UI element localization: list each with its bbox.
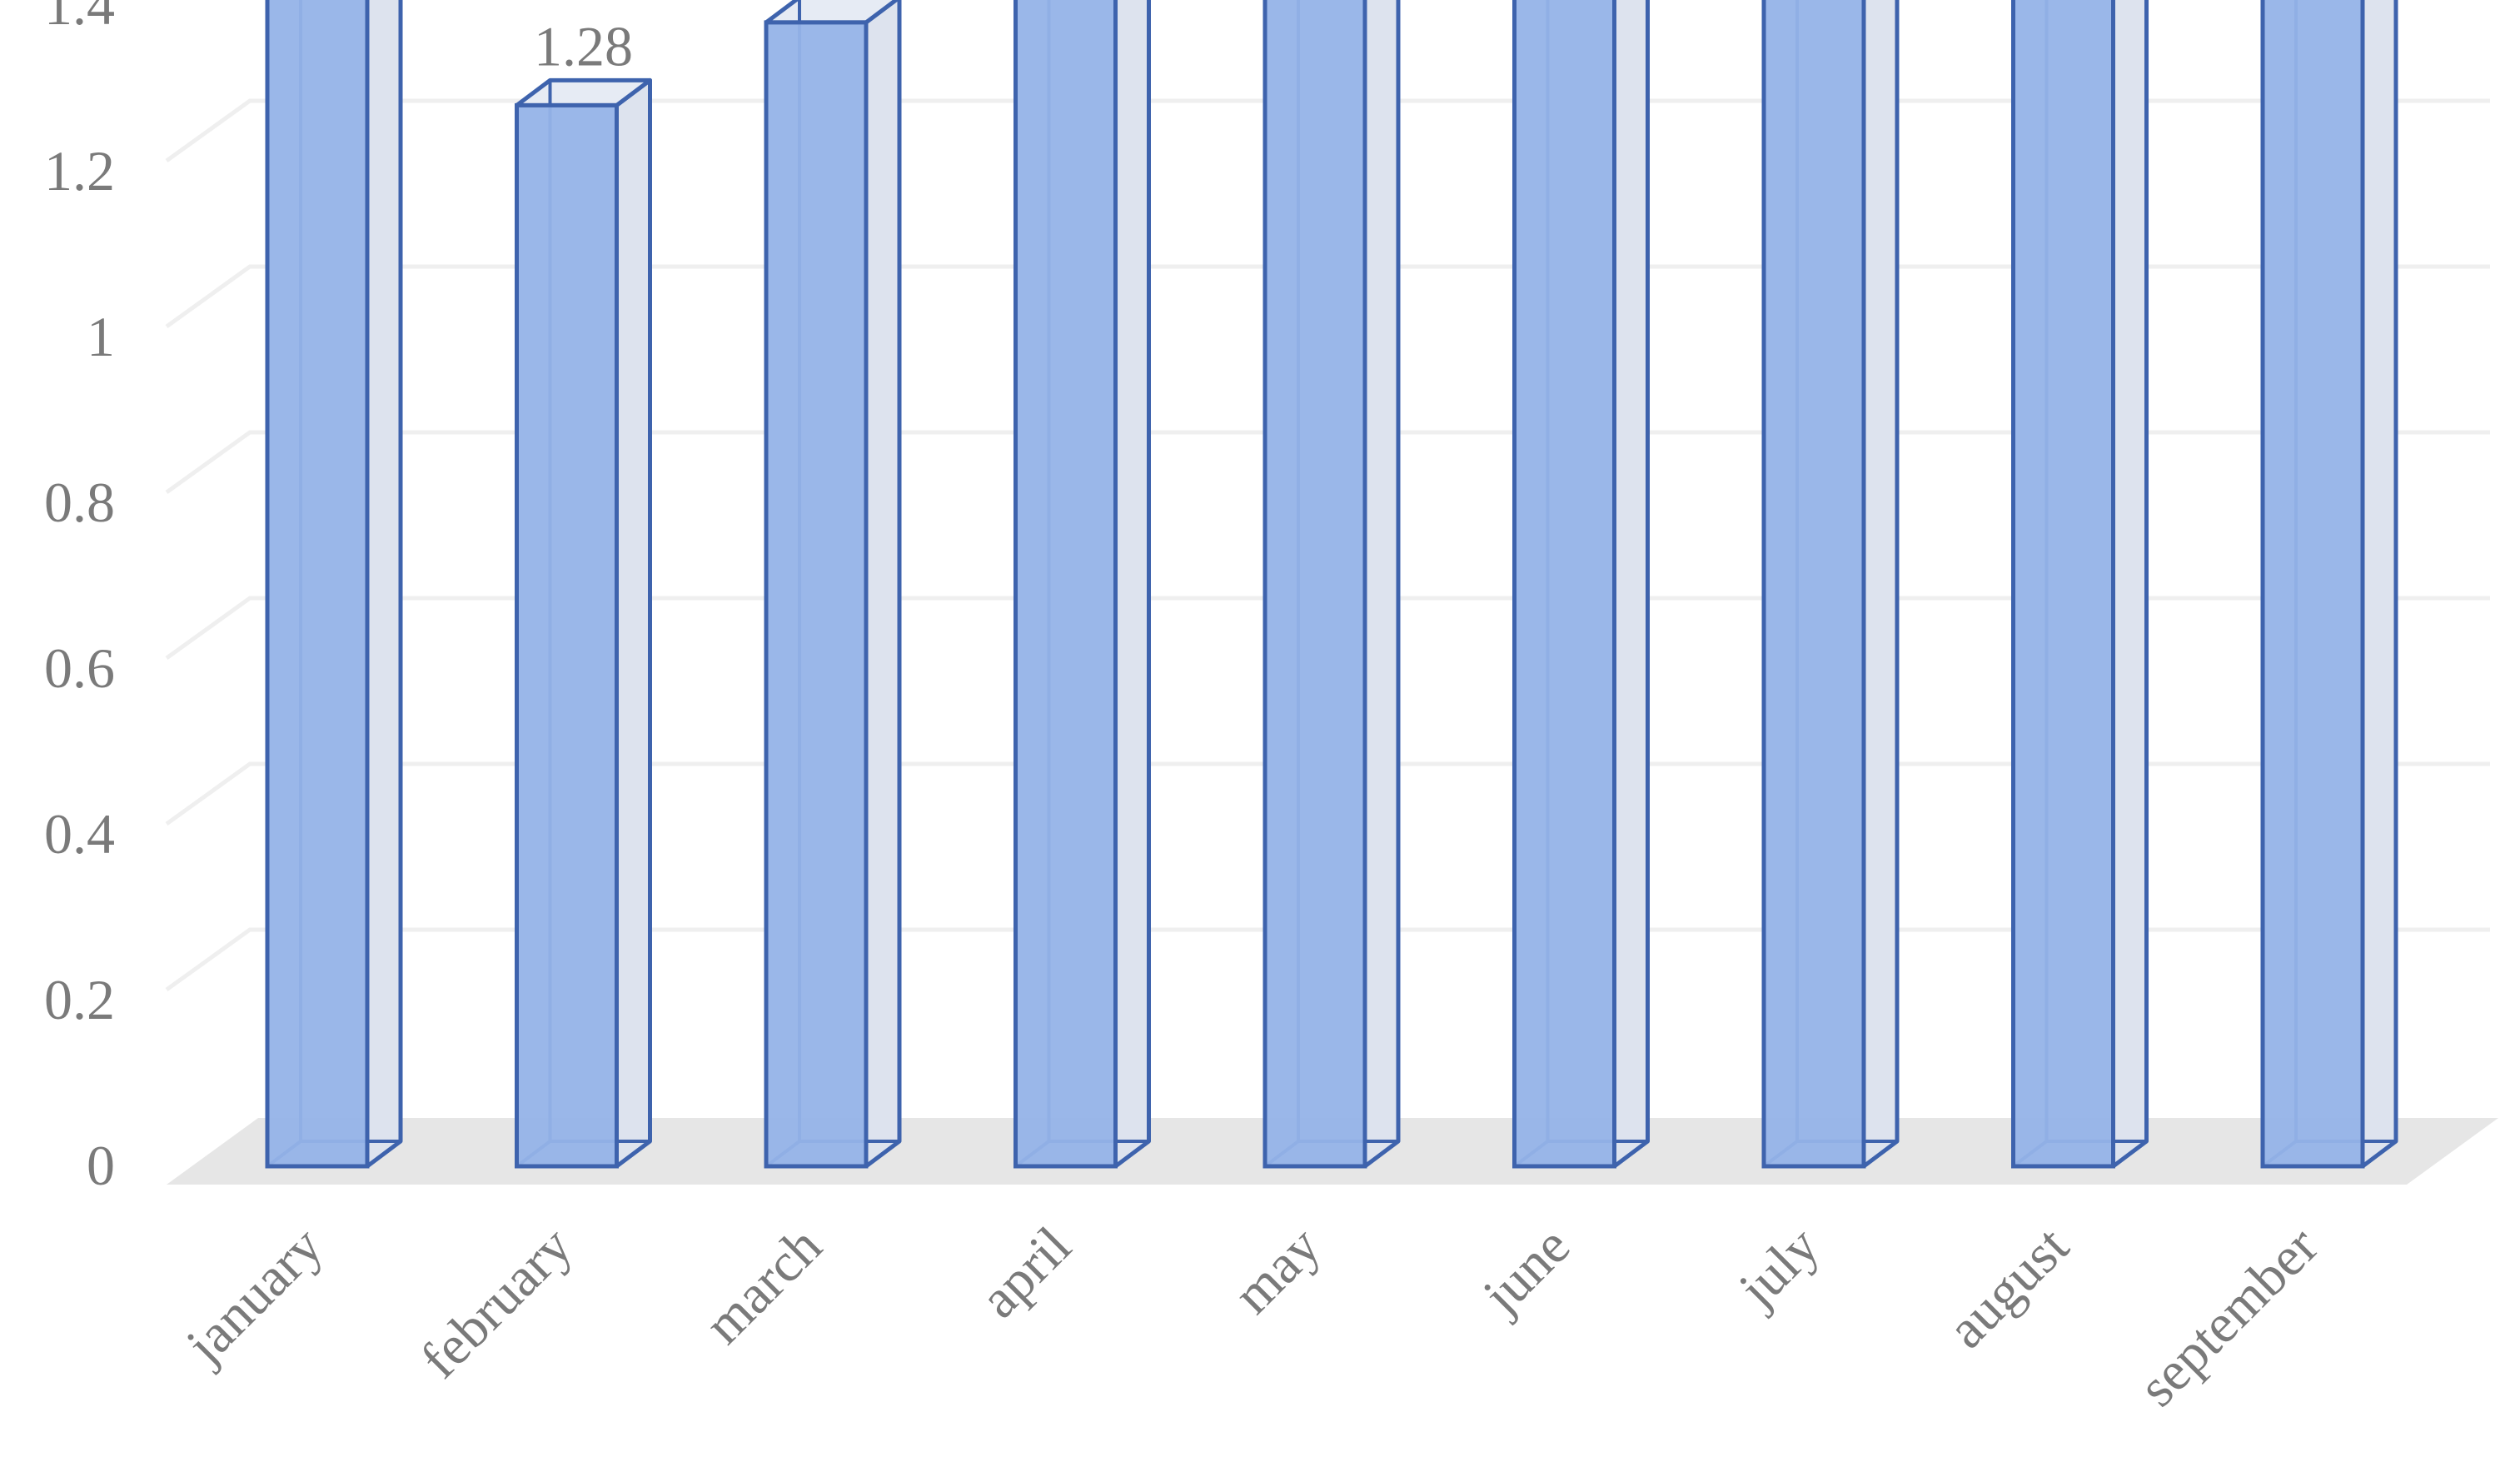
y-tick-label: 0.8: [44, 471, 115, 534]
gridline: [165, 761, 2490, 826]
bar-march: [764, 0, 902, 1169]
bar-september: [2260, 0, 2398, 1169]
gridline: [165, 596, 2490, 661]
x-category-label: may: [1223, 1215, 1332, 1325]
data-label: 1.28: [534, 14, 633, 77]
x-category-label: february: [409, 1215, 584, 1390]
bar-august: [2011, 0, 2149, 1169]
gridline: [165, 264, 2490, 329]
x-category-label: july: [1726, 1215, 1831, 1320]
x-category-label: june: [1471, 1215, 1581, 1326]
bar-april: [1013, 0, 1151, 1169]
bars: [265, 0, 2398, 1169]
x-category-label: september: [2127, 1215, 2329, 1418]
bar-june: [1512, 0, 1650, 1169]
x-category-label: january: [174, 1215, 335, 1376]
gridline: [165, 430, 2490, 495]
y-tick-label: 0: [87, 1134, 115, 1197]
bar-july: [1761, 0, 1900, 1169]
y-tick-label: 0.4: [44, 802, 115, 866]
y-tick-label: 1.4: [44, 0, 115, 37]
x-category-label: march: [693, 1215, 833, 1355]
y-axis-ticks: 00.20.40.60.811.21.41.61.82: [44, 0, 115, 1197]
gridline: [165, 98, 2490, 163]
bar-february: [515, 77, 652, 1169]
y-tick-label: 1: [87, 305, 115, 368]
bar-january: [265, 0, 403, 1169]
y-tick-label: 1.2: [44, 139, 115, 202]
data-labels: 1.521.281.381.581.911.581.611.721.71: [534, 14, 633, 77]
y-tick-label: 0.6: [44, 636, 115, 700]
x-category-label: april: [969, 1215, 1083, 1330]
x-category-label: august: [1936, 1215, 2080, 1360]
x-axis-categories: january february march april may june july augu…: [174, 1215, 2330, 1418]
gridlines: [165, 98, 2490, 992]
gridline: [165, 927, 2490, 992]
bar-may: [1262, 0, 1401, 1169]
y-tick-label: 0.2: [44, 968, 115, 1031]
